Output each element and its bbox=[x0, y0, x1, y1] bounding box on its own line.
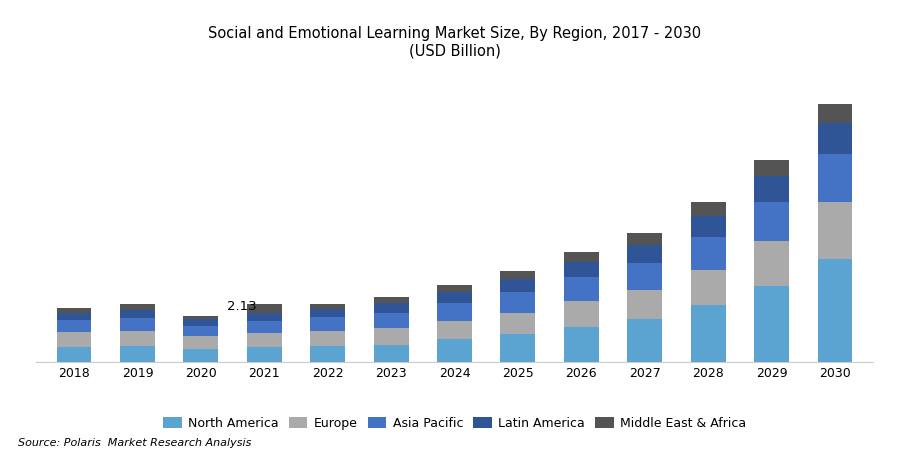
Text: 2.13: 2.13 bbox=[228, 300, 256, 313]
Bar bbox=[437, 292, 472, 303]
Bar bbox=[500, 313, 536, 334]
Bar bbox=[57, 347, 92, 362]
Bar bbox=[564, 277, 598, 301]
Bar bbox=[564, 252, 598, 261]
Bar bbox=[500, 271, 536, 279]
Bar bbox=[754, 286, 789, 362]
Bar bbox=[184, 326, 219, 336]
Bar bbox=[57, 320, 92, 333]
Bar bbox=[247, 304, 282, 313]
Bar bbox=[310, 304, 345, 309]
Bar bbox=[690, 237, 725, 270]
Bar bbox=[754, 176, 789, 202]
Bar bbox=[247, 321, 282, 333]
Bar bbox=[120, 318, 155, 331]
Bar bbox=[247, 347, 282, 362]
Bar bbox=[120, 304, 155, 310]
Bar bbox=[754, 160, 789, 176]
Bar bbox=[690, 305, 725, 362]
Bar bbox=[120, 346, 155, 362]
Bar bbox=[690, 202, 725, 216]
Bar bbox=[437, 285, 472, 292]
Bar bbox=[374, 313, 409, 328]
Bar bbox=[627, 245, 662, 263]
Bar bbox=[564, 327, 598, 362]
Bar bbox=[690, 216, 725, 237]
Bar bbox=[184, 319, 219, 326]
Bar bbox=[374, 345, 409, 362]
Bar bbox=[120, 331, 155, 346]
Bar bbox=[500, 279, 536, 292]
Bar bbox=[437, 303, 472, 321]
Bar bbox=[57, 308, 92, 313]
Bar bbox=[184, 316, 219, 319]
Bar bbox=[310, 331, 345, 346]
Bar bbox=[817, 104, 852, 123]
Bar bbox=[627, 290, 662, 319]
Bar bbox=[247, 313, 282, 321]
Bar bbox=[817, 259, 852, 362]
Bar bbox=[57, 313, 92, 320]
Bar bbox=[374, 298, 409, 304]
Bar bbox=[310, 317, 345, 331]
Bar bbox=[437, 321, 472, 339]
Bar bbox=[500, 334, 536, 362]
Bar bbox=[120, 310, 155, 318]
Text: Source: Polaris  Market Research Analysis: Source: Polaris Market Research Analysis bbox=[18, 439, 251, 448]
Title: Social and Emotional Learning Market Size, By Region, 2017 - 2030
(USD Billion): Social and Emotional Learning Market Siz… bbox=[208, 26, 701, 59]
Bar bbox=[627, 319, 662, 362]
Bar bbox=[374, 304, 409, 313]
Bar bbox=[817, 123, 852, 154]
Bar bbox=[627, 233, 662, 245]
Bar bbox=[57, 333, 92, 347]
Bar bbox=[564, 261, 598, 277]
Bar bbox=[627, 263, 662, 290]
Bar bbox=[437, 339, 472, 362]
Bar bbox=[564, 301, 598, 327]
Bar bbox=[310, 309, 345, 317]
Bar bbox=[690, 270, 725, 305]
Bar bbox=[184, 349, 219, 362]
Bar bbox=[374, 328, 409, 345]
Bar bbox=[184, 336, 219, 349]
Legend: North America, Europe, Asia Pacific, Latin America, Middle East & Africa: North America, Europe, Asia Pacific, Lat… bbox=[158, 412, 751, 435]
Bar bbox=[500, 292, 536, 313]
Bar bbox=[817, 154, 852, 202]
Bar bbox=[817, 202, 852, 259]
Bar bbox=[754, 202, 789, 241]
Bar bbox=[247, 333, 282, 347]
Bar bbox=[754, 241, 789, 286]
Bar bbox=[310, 346, 345, 362]
